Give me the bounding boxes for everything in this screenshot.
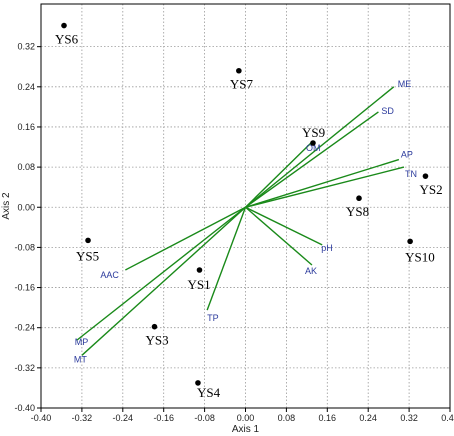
vector-ph <box>245 206 323 246</box>
vector-mp <box>76 206 246 341</box>
y-tick-label: -0.08 <box>14 242 35 252</box>
vector-me <box>245 86 395 208</box>
site-label-ys9: YS9 <box>302 125 325 140</box>
site-point-ys8 <box>356 195 362 202</box>
y-tick-label: -0.32 <box>14 363 35 373</box>
site-label-ys8: YS8 <box>346 204 369 219</box>
vector-om <box>245 141 313 208</box>
x-tick-label: 0.16 <box>319 413 337 423</box>
site-label-ys2: YS2 <box>419 182 442 197</box>
site-label-ys6: YS6 <box>55 32 79 47</box>
site-point-ys7 <box>236 67 242 74</box>
y-tick-label: -0.24 <box>14 323 35 333</box>
site-point-ys9 <box>310 140 316 146</box>
x-tick-label: -0.40 <box>31 413 52 423</box>
vector-tn <box>245 166 405 208</box>
vector-tp <box>206 207 247 311</box>
vector-label-ak: AK <box>305 266 317 276</box>
x-tick-label: -0.32 <box>72 413 93 423</box>
site-label-ys5: YS5 <box>76 248 99 263</box>
vector-label-tn: TN <box>405 169 417 179</box>
vector-label-mp: MP <box>75 337 89 347</box>
site-label-ys7: YS7 <box>230 77 254 92</box>
vector-sd <box>245 111 379 208</box>
y-tick-label: 0.32 <box>17 42 35 52</box>
axis-ticks: -0.40 -0.32 -0.24 -0.16 -0.08 0.00 0.08 0.16 0.2… <box>14 42 454 423</box>
site-point-ys4 <box>195 380 201 386</box>
site-point-ys1 <box>196 267 203 273</box>
variable-vectors: ME SD OM AP TN pH AK TP AAC MP MT <box>74 79 417 364</box>
x-tick-label: -0.16 <box>153 413 174 423</box>
x-tick-label: 0.08 <box>278 413 296 423</box>
site-point-ys5 <box>85 237 91 244</box>
x-axis-title: Axis 1 <box>232 424 260 435</box>
x-tick-label: 0.00 <box>237 413 255 423</box>
site-point-ys10 <box>407 238 413 245</box>
x-tick-label: 0.40 <box>441 413 454 423</box>
vector-mt <box>81 206 246 356</box>
grid <box>41 4 450 409</box>
vector-label-sd: SD <box>381 106 394 116</box>
x-tick-label: 0.32 <box>400 413 418 423</box>
y-tick-label: 0.24 <box>17 82 35 92</box>
vector-label-om: OM <box>306 143 321 153</box>
y-tick-label: -0.40 <box>14 403 35 413</box>
vector-aac <box>125 206 246 271</box>
x-tick-label: -0.08 <box>194 413 215 423</box>
y-tick-label: 0.00 <box>17 202 35 212</box>
y-axis-title: Axis 2 <box>1 192 12 220</box>
x-tick-label: 0.24 <box>359 413 377 423</box>
x-tick-label: -0.24 <box>113 413 134 423</box>
site-point-ys2 <box>422 173 429 179</box>
vector-label-ph: pH <box>321 243 333 253</box>
site-point-ys6 <box>61 22 67 29</box>
y-tick-label: 0.16 <box>17 122 35 132</box>
site-label-ys3: YS3 <box>145 333 168 348</box>
site-points: YS1 YS2 YS3 YS4 YS5 YS6 YS7 YS8 YS9 YS10 <box>55 22 443 400</box>
site-point-ys3 <box>151 323 158 330</box>
vector-ap <box>245 158 400 208</box>
site-label-ys1: YS1 <box>187 277 210 292</box>
vector-label-ap: AP <box>401 150 413 160</box>
site-label-ys10: YS10 <box>405 249 435 264</box>
y-tick-label: -0.16 <box>14 283 35 293</box>
vector-label-mt: MT <box>74 354 87 364</box>
site-label-ys4: YS4 <box>197 385 221 400</box>
vector-ak <box>245 206 313 266</box>
y-tick-label: 0.08 <box>17 162 35 172</box>
vector-label-tp: TP <box>207 313 219 323</box>
vector-label-me: ME <box>398 79 412 89</box>
vector-label-aac: AAC <box>100 270 119 280</box>
